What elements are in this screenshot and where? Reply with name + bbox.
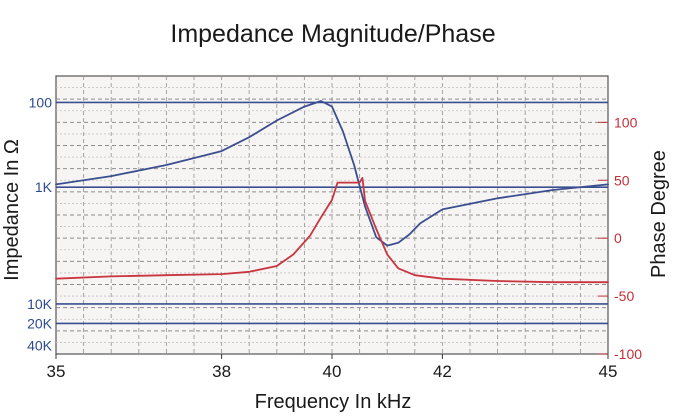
y-axis-left-label: Impedance In Ω: [1, 139, 23, 281]
phase-series-line: [55, 176, 609, 284]
impedance-reference-lines: [56, 101, 608, 325]
x-tick-label: 38: [212, 362, 231, 381]
grid: [56, 76, 608, 354]
y-right-tick-label: -50: [614, 288, 634, 304]
axis-ticks: 100 1K 10K 20K 40K 100 50 0 -50 -100 35 38 40 42 45: [27, 94, 642, 381]
y-right-tick-label: -100: [614, 346, 642, 362]
impedance-series-line: [55, 100, 609, 247]
x-tick-label: 35: [47, 362, 66, 381]
series-lines: [55, 100, 609, 284]
y-right-tick-label: 0: [614, 230, 622, 246]
x-axis-label: Frequency In kHz: [255, 391, 412, 413]
y-left-tick-label: 1K: [35, 179, 53, 195]
chart-title: Impedance Magnitude/Phase: [170, 20, 495, 48]
y-left-tick-label: 100: [29, 94, 53, 110]
y-left-tick-label: 20K: [27, 315, 53, 331]
y-right-tick-label: 50: [614, 172, 630, 188]
x-tick-label: 42: [433, 362, 452, 381]
y-left-tick-label: 40K: [27, 338, 53, 354]
y-left-tick-label: 10K: [27, 296, 53, 312]
x-tick-label: 40: [323, 362, 342, 381]
y-axis-right-label: Phase Degree: [648, 150, 670, 278]
y-right-tick-label: 100: [614, 114, 638, 130]
x-tick-label: 45: [599, 362, 618, 381]
